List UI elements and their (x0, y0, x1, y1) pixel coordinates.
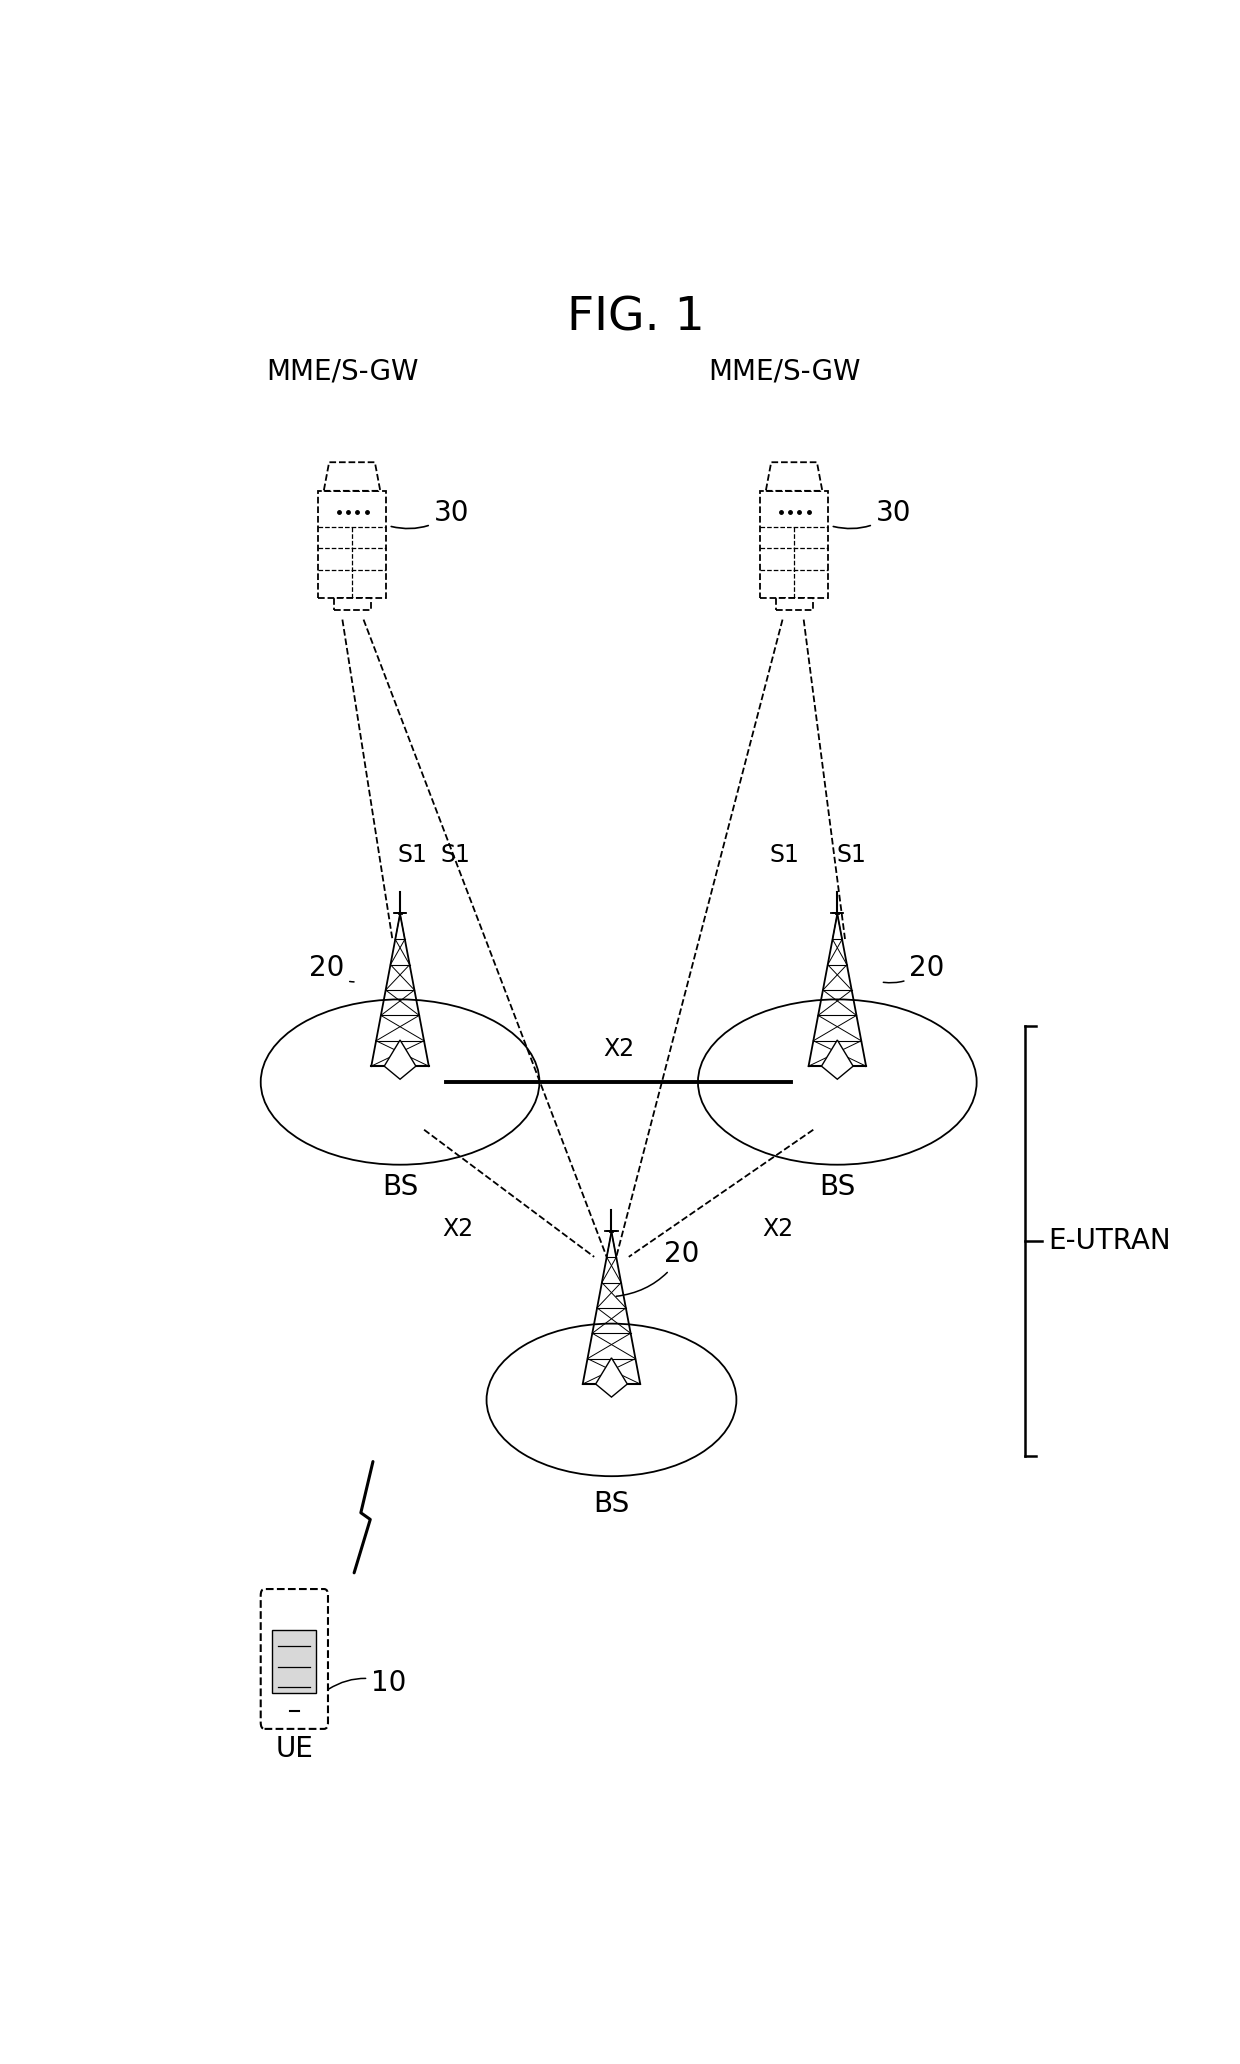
Text: 20: 20 (309, 954, 355, 982)
Text: BS: BS (594, 1490, 630, 1519)
Text: S1: S1 (837, 844, 867, 867)
Text: S1: S1 (441, 844, 471, 867)
Text: MME/S-GW: MME/S-GW (267, 357, 419, 386)
Text: UE: UE (275, 1736, 314, 1763)
Text: X2: X2 (603, 1038, 634, 1061)
Text: FIG. 1: FIG. 1 (567, 295, 704, 341)
Text: S1: S1 (398, 844, 428, 867)
Polygon shape (766, 462, 822, 491)
Text: E-UTRAN: E-UTRAN (1049, 1226, 1172, 1255)
Text: BS: BS (820, 1172, 856, 1201)
Text: BS: BS (382, 1172, 418, 1201)
Polygon shape (595, 1358, 627, 1397)
Bar (319, 491, 386, 599)
Text: X2: X2 (443, 1218, 474, 1240)
Text: S1: S1 (770, 844, 800, 867)
Text: 30: 30 (833, 499, 911, 528)
Bar (273, 1631, 316, 1692)
Bar (760, 491, 828, 599)
Text: 10: 10 (329, 1670, 407, 1697)
FancyBboxPatch shape (260, 1589, 327, 1730)
Text: MME/S-GW: MME/S-GW (708, 357, 861, 386)
Polygon shape (384, 1040, 415, 1079)
Text: 20: 20 (883, 954, 945, 982)
Bar (334, 599, 371, 609)
Text: X2: X2 (763, 1218, 794, 1240)
Polygon shape (324, 462, 381, 491)
Polygon shape (821, 1040, 853, 1079)
Text: 20: 20 (616, 1240, 699, 1296)
Text: 30: 30 (391, 499, 469, 528)
Bar (775, 599, 812, 609)
